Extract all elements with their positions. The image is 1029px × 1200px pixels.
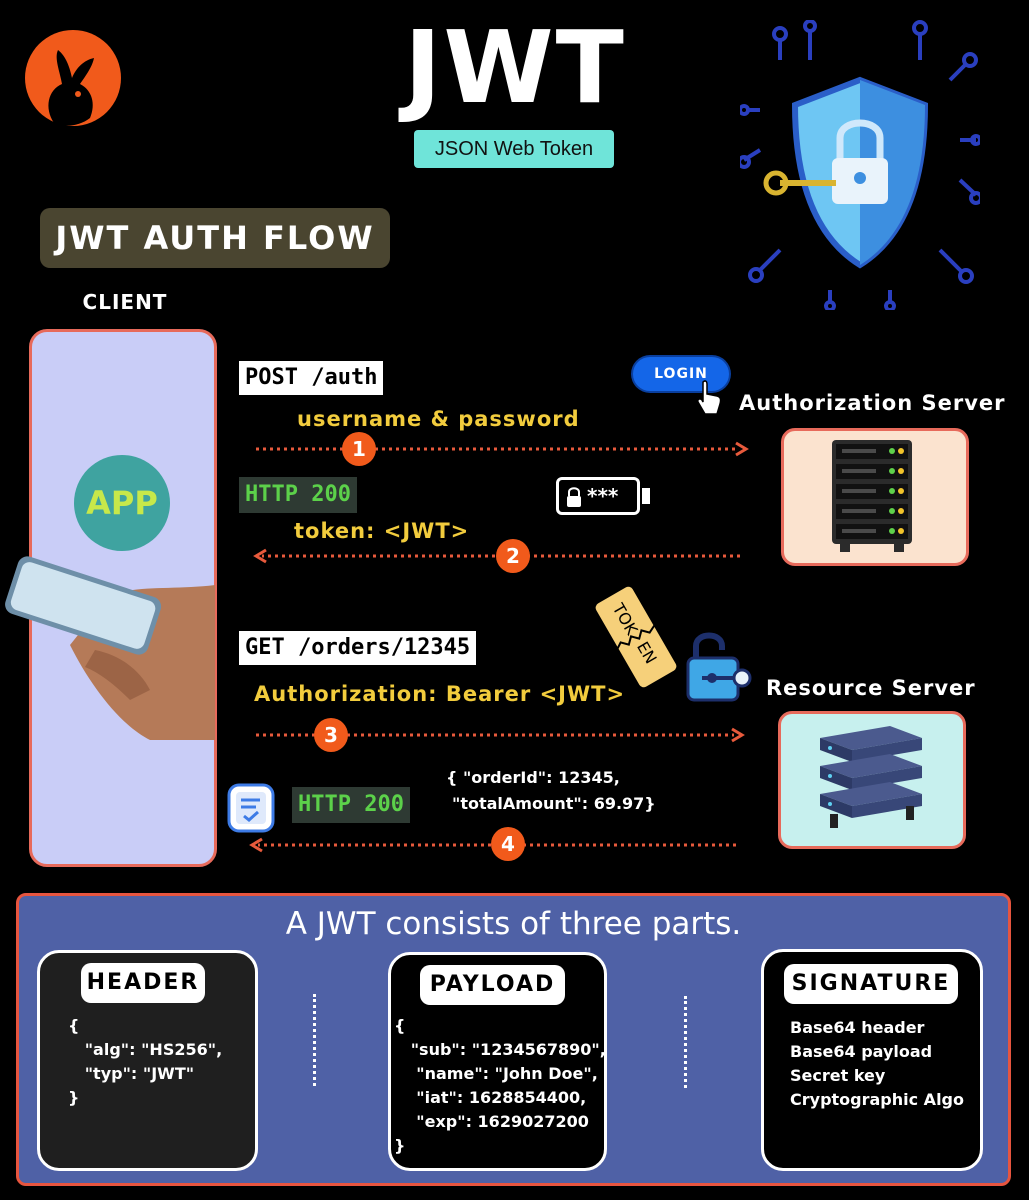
- status-http-200: HTTP 200: [239, 477, 357, 513]
- client-label: CLIENT: [82, 290, 168, 314]
- login-button[interactable]: LOGIN: [633, 357, 729, 391]
- security-shield-icon: [740, 20, 980, 310]
- token-label: token: <JWT>: [294, 519, 470, 543]
- password-mask: ***: [587, 484, 619, 508]
- server-rack-icon: [832, 440, 912, 552]
- hand-cursor-icon: [697, 380, 722, 415]
- response-json-line-2: "totalAmount": 69.97}: [452, 794, 656, 813]
- payload-tag: PAYLOAD: [420, 965, 565, 1005]
- subtitle-badge: JSON Web Token: [414, 130, 614, 168]
- status-http-200-response: HTTP 200: [292, 787, 410, 823]
- request-post-auth: POST /auth: [239, 361, 384, 395]
- server-stack-icon: [820, 726, 922, 828]
- authorization-server-label: Authorization Server: [739, 391, 1006, 415]
- main-title: JWT: [404, 9, 626, 126]
- header-tag: HEADER: [81, 963, 205, 1003]
- password-field-icon: ***: [556, 477, 640, 515]
- signature-tag: SIGNATURE: [784, 964, 958, 1004]
- flow-title: JWT AUTH FLOW: [40, 208, 390, 268]
- authorization-header-label: Authorization: Bearer <JWT>: [254, 682, 626, 706]
- step-1-badge: 1: [342, 432, 376, 466]
- step-2-badge: 2: [496, 539, 530, 573]
- document-check-icon: [227, 783, 275, 833]
- payload-json: { "sub": "1234567890", "name": "John Doe…: [394, 1016, 606, 1155]
- header-json: { "alg": "HS256", "typ": "JWT" }: [68, 1016, 223, 1107]
- header-card: [37, 950, 258, 1171]
- request-get-orders: GET /orders/12345: [239, 631, 477, 665]
- step-3-badge: 3: [314, 718, 348, 752]
- rabbit-logo: [25, 30, 121, 126]
- credentials-label: username & password: [297, 407, 580, 431]
- resource-server-label: Resource Server: [766, 676, 976, 700]
- divider-right: [684, 996, 687, 1088]
- divider-left: [313, 994, 316, 1086]
- token-ticket-icon: TOK EN: [593, 584, 679, 690]
- step-4-badge: 4: [491, 827, 525, 861]
- password-field-tip: [642, 488, 650, 504]
- response-json-line-1: { "orderId": 12345,: [446, 768, 620, 787]
- app-badge: APP: [74, 455, 170, 551]
- hand-phone-icon: [5, 556, 215, 740]
- signature-list: Base64 header Base64 payload Secret key …: [790, 1018, 964, 1109]
- parts-title: A JWT consists of three parts.: [285, 906, 742, 942]
- unlock-key-icon: [686, 632, 752, 702]
